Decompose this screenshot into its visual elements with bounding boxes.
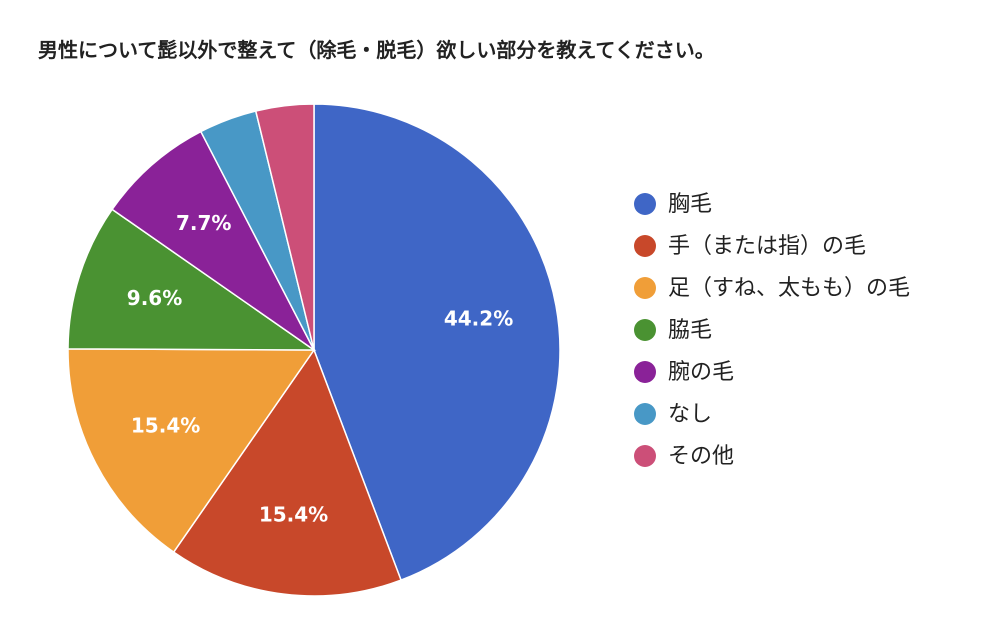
pie-slice bbox=[111, 130, 315, 351]
legend-item: 脇毛 bbox=[634, 316, 954, 346]
legend-marker bbox=[634, 235, 656, 257]
legend-marker bbox=[634, 361, 656, 383]
legend-label: なし bbox=[668, 402, 713, 427]
pie-slice bbox=[254, 103, 315, 351]
legend-label: 腕の毛 bbox=[668, 360, 735, 385]
pie-slice bbox=[172, 348, 403, 597]
legend-marker bbox=[634, 193, 656, 215]
data-label: 15.4% bbox=[259, 503, 328, 527]
legend-item: 胸毛 bbox=[634, 190, 954, 220]
legend-item: 手（または指）の毛 bbox=[634, 232, 954, 262]
legend-item: その他 bbox=[634, 442, 954, 472]
legend-marker bbox=[634, 277, 656, 299]
legend-marker bbox=[634, 445, 656, 467]
data-label: 15.4% bbox=[131, 414, 200, 438]
legend-item: なし bbox=[634, 400, 954, 430]
data-label: 7.7% bbox=[176, 211, 231, 235]
data-label: 9.6% bbox=[127, 286, 182, 310]
legend-item: 腕の毛 bbox=[634, 358, 954, 388]
legend-label: 足（すね、太もも）の毛 bbox=[668, 276, 911, 301]
legend-label: 脇毛 bbox=[668, 318, 713, 343]
legend-marker bbox=[634, 403, 656, 425]
legend-marker bbox=[634, 319, 656, 341]
pie-slice bbox=[67, 208, 317, 351]
pie-slice bbox=[67, 348, 316, 554]
legend-label: 手（または指）の毛 bbox=[668, 234, 867, 259]
data-label: 44.2% bbox=[444, 306, 513, 330]
legend-label: 胸毛 bbox=[668, 192, 713, 217]
legend-item: 足（すね、太もも）の毛 bbox=[634, 274, 954, 304]
chart-title: 男性について髭以外で整えて（除毛・脱毛）欲しい部分を教えてください。 bbox=[38, 38, 715, 62]
legend: 胸毛手（または指）の毛足（すね、太もも）の毛 脇毛腕の毛なしその他 bbox=[634, 190, 954, 484]
legend-label: その他 bbox=[668, 444, 735, 469]
pie-slice bbox=[313, 103, 561, 582]
